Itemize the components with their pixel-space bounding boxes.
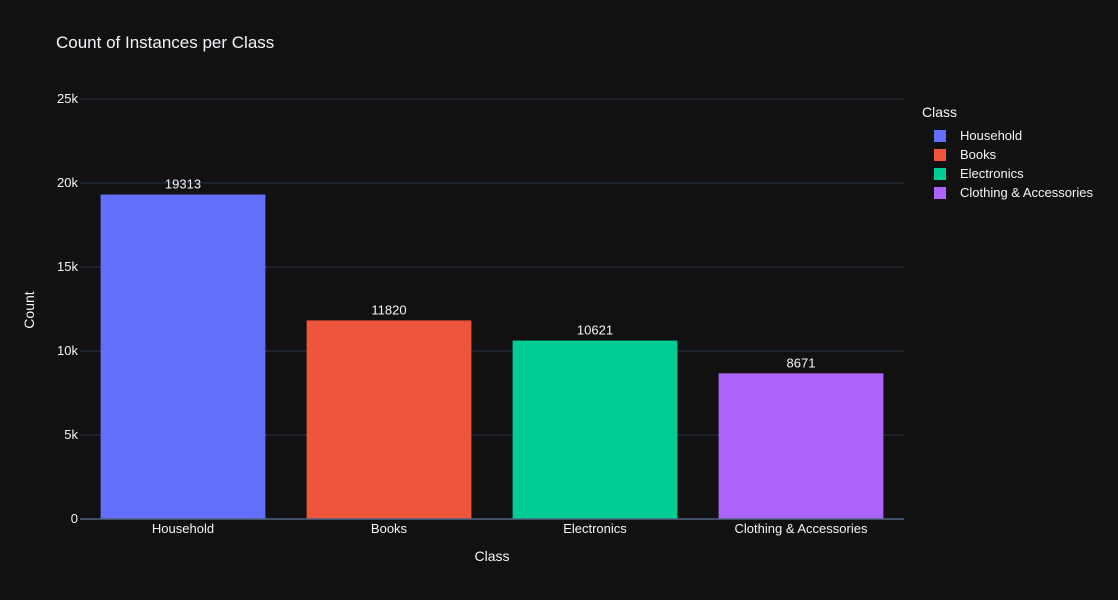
y-tick-label: 25k: [57, 91, 78, 106]
legend: Class Household Books Electronics Clothing …: [922, 104, 1093, 202]
x-tick-label: Electronics: [563, 521, 627, 536]
x-axis-ticks: Household Books Electronics Clothing & Acce…: [152, 521, 868, 536]
y-tick-label: 5k: [64, 427, 78, 442]
bar-electronics[interactable]: [512, 340, 678, 519]
y-axis-ticks: 0 5k 10k 15k 20k 25k: [57, 91, 78, 526]
legend-item[interactable]: Books: [922, 145, 1093, 164]
legend-swatch: [934, 167, 946, 180]
x-tick-label: Books: [371, 521, 408, 536]
legend-label: Clothing & Accessories: [960, 185, 1093, 200]
bars: [100, 194, 884, 519]
bar-books[interactable]: [306, 320, 472, 519]
legend-item[interactable]: Electronics: [922, 164, 1093, 183]
y-tick-label: 20k: [57, 175, 78, 190]
data-label: 11820: [371, 302, 406, 317]
data-label: 8671: [787, 355, 816, 370]
data-label: 10621: [577, 323, 613, 338]
legend-item[interactable]: Household: [922, 126, 1093, 145]
legend-swatch: [934, 148, 946, 161]
chart-title: Count of Instances per Class: [56, 33, 275, 52]
legend-items: Household Books Electronics Clothing & Acce…: [922, 126, 1093, 202]
bar-clothing-accessories[interactable]: [718, 373, 884, 519]
legend-swatch: [934, 186, 946, 199]
legend-label: Electronics: [960, 166, 1024, 181]
y-tick-label: 10k: [57, 343, 78, 358]
x-axis-title: Class: [474, 548, 509, 564]
legend-swatch: [934, 129, 946, 142]
legend-title: Class: [922, 104, 958, 120]
y-axis-title: Count: [21, 291, 37, 328]
bar-household[interactable]: [100, 194, 266, 519]
legend-label: Household: [960, 128, 1023, 143]
legend-label: Books: [960, 147, 997, 162]
y-tick-label: 0: [71, 511, 78, 526]
y-tick-label: 15k: [57, 259, 78, 274]
data-labels: 19313 11820 10621 8671: [165, 177, 816, 371]
legend-item[interactable]: Clothing & Accessories: [922, 183, 1093, 202]
data-label: 19313: [165, 177, 201, 192]
x-tick-label: Clothing & Accessories: [735, 521, 868, 536]
x-tick-label: Household: [152, 521, 214, 536]
